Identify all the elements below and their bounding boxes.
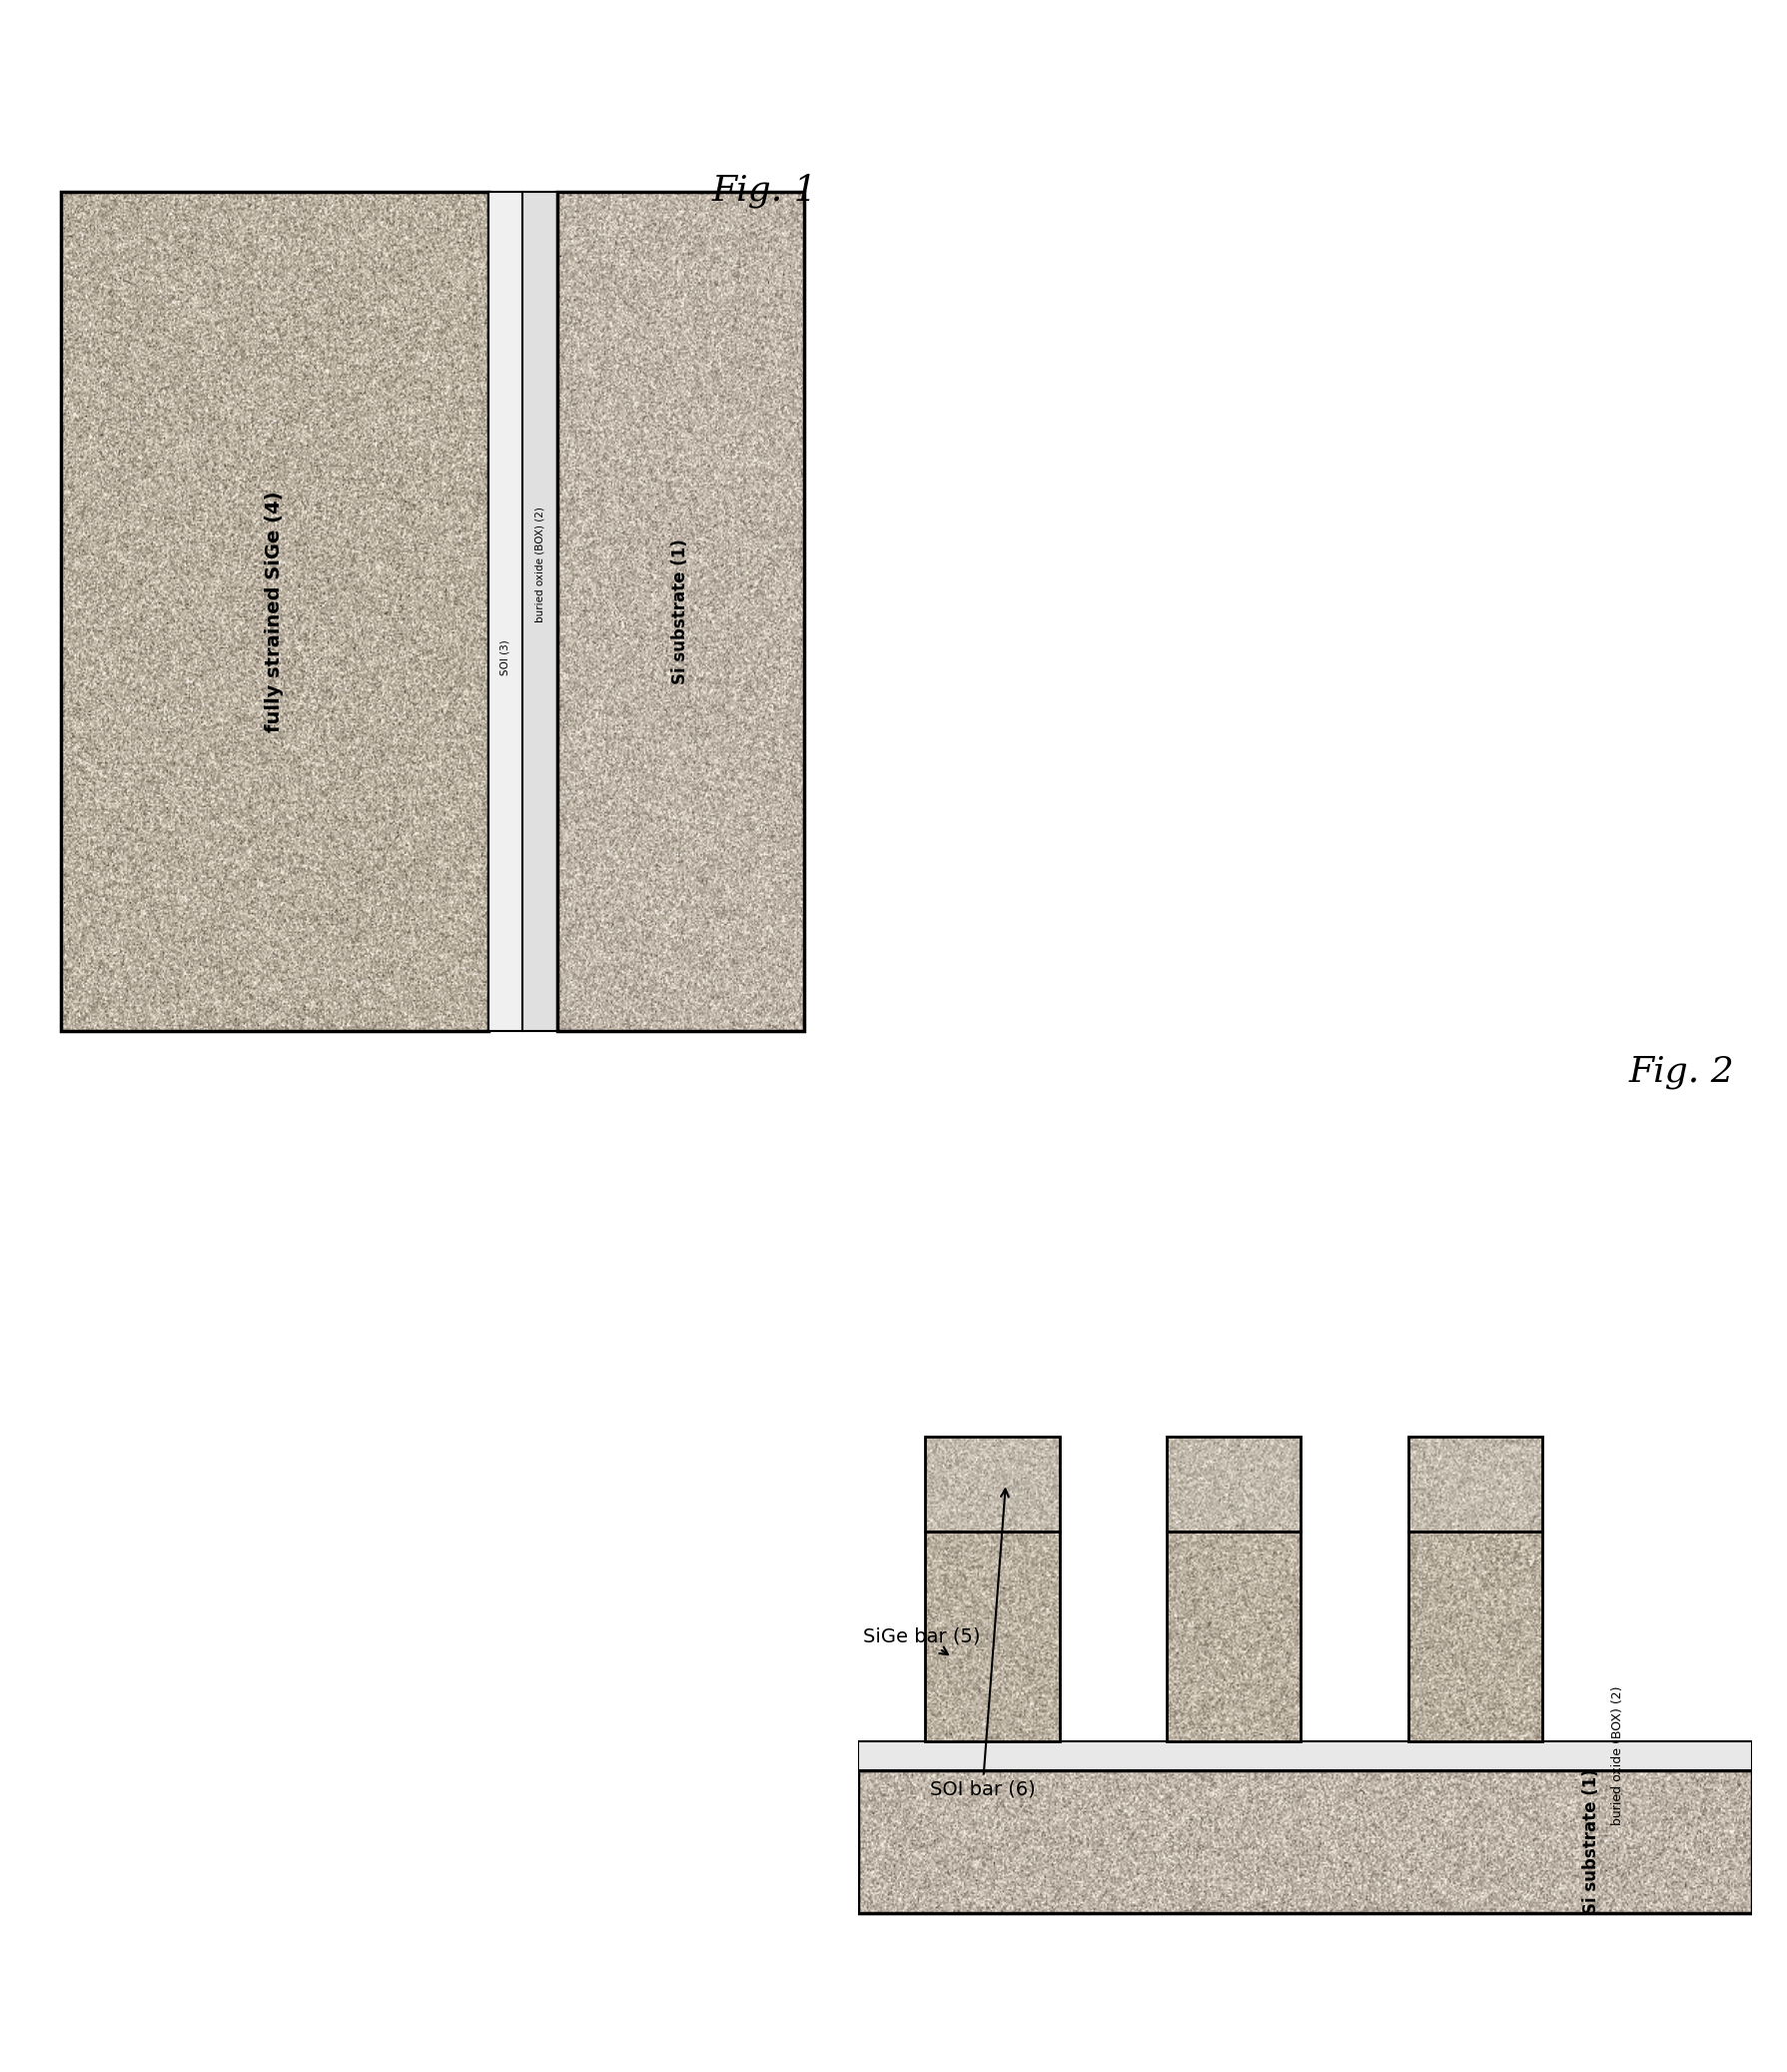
Bar [926,1531,1058,1740]
Text: Fig. 1: Fig. 1 [711,174,817,207]
Bar [1408,1436,1540,1531]
Bar [1165,1436,1301,1531]
Text: buried oxide (BOX) (2): buried oxide (BOX) (2) [534,508,545,622]
Bar [558,193,804,1032]
Bar [858,1740,1751,1769]
Text: Si substrate (1): Si substrate (1) [672,539,690,684]
Bar [1165,1531,1301,1740]
Bar [61,193,488,1032]
Text: Fig. 2: Fig. 2 [1628,1055,1733,1090]
Bar [522,193,558,1032]
Bar [926,1436,1058,1531]
Text: buried oxide (BOX) (2): buried oxide (BOX) (2) [1610,1687,1624,1825]
Bar [858,1769,1751,1912]
Text: SiGe bar (5): SiGe bar (5) [861,1627,979,1656]
Text: SOI bar (6): SOI bar (6) [929,1490,1035,1798]
Bar [1408,1531,1540,1740]
Text: SOI (3): SOI (3) [500,640,509,675]
Text: fully strained SiGe (4): fully strained SiGe (4) [264,491,284,731]
Text: Si substrate (1): Si substrate (1) [1581,1769,1599,1915]
Bar [488,193,522,1032]
